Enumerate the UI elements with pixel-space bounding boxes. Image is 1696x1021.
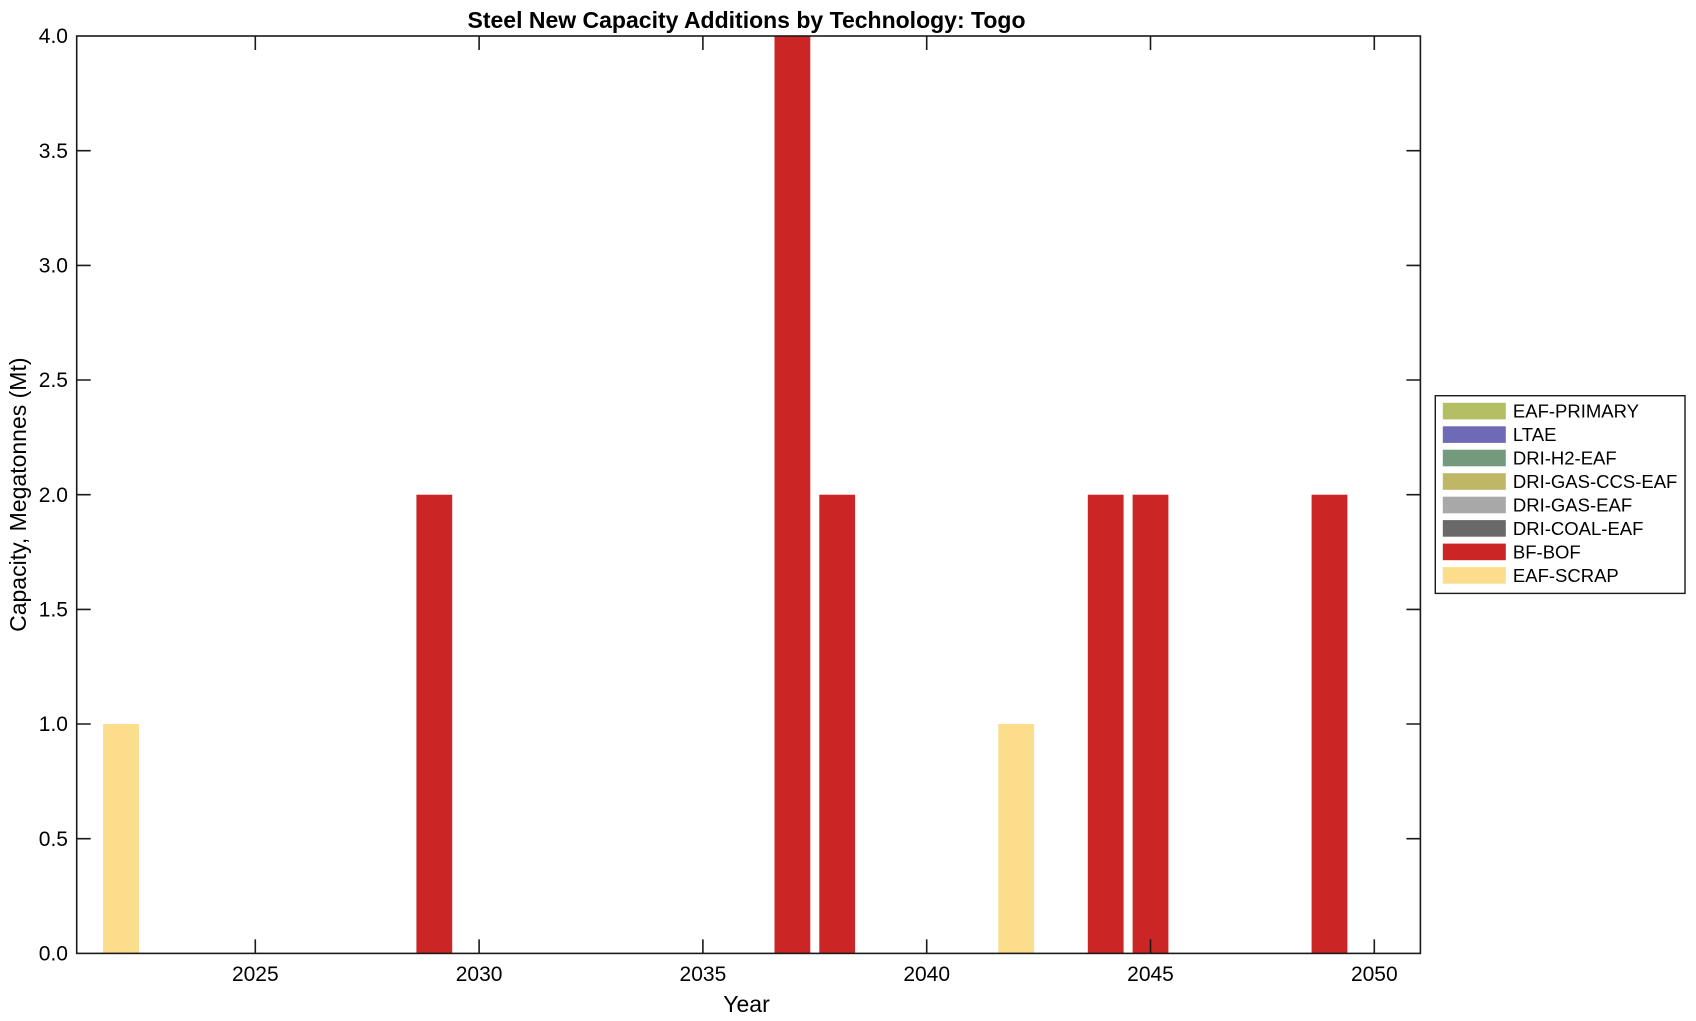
- svg-text:LTAE: LTAE: [1513, 424, 1557, 445]
- svg-text:DRI-GAS-EAF: DRI-GAS-EAF: [1513, 494, 1632, 515]
- svg-text:2050: 2050: [1351, 963, 1398, 986]
- svg-text:2040: 2040: [903, 963, 950, 986]
- svg-text:DRI-COAL-EAF: DRI-COAL-EAF: [1513, 518, 1644, 539]
- svg-text:3.0: 3.0: [39, 255, 68, 278]
- svg-text:BF-BOF: BF-BOF: [1513, 541, 1581, 562]
- svg-text:EAF-SCRAP: EAF-SCRAP: [1513, 565, 1619, 586]
- svg-text:2045: 2045: [1127, 963, 1174, 986]
- svg-text:4.0: 4.0: [39, 25, 68, 48]
- svg-text:2030: 2030: [456, 963, 503, 986]
- svg-text:Capacity, Megatonnes (Mt): Capacity, Megatonnes (Mt): [5, 357, 31, 631]
- svg-text:1.5: 1.5: [39, 599, 68, 622]
- svg-text:0.5: 0.5: [39, 828, 68, 851]
- svg-text:Year: Year: [723, 991, 770, 1017]
- svg-text:Steel New Capacity Additions b: Steel New Capacity Additions by Technolo…: [467, 7, 1025, 33]
- svg-text:0.0: 0.0: [39, 943, 68, 966]
- svg-text:DRI-H2-EAF: DRI-H2-EAF: [1513, 448, 1617, 469]
- svg-text:2.5: 2.5: [39, 369, 68, 392]
- svg-text:1.0: 1.0: [39, 713, 68, 736]
- svg-text:DRI-GAS-CCS-EAF: DRI-GAS-CCS-EAF: [1513, 471, 1677, 492]
- svg-text:2.0: 2.0: [39, 484, 68, 507]
- svg-text:2035: 2035: [680, 963, 727, 986]
- svg-text:EAF-PRIMARY: EAF-PRIMARY: [1513, 401, 1639, 422]
- svg-text:3.5: 3.5: [39, 140, 68, 163]
- svg-text:2025: 2025: [232, 963, 279, 986]
